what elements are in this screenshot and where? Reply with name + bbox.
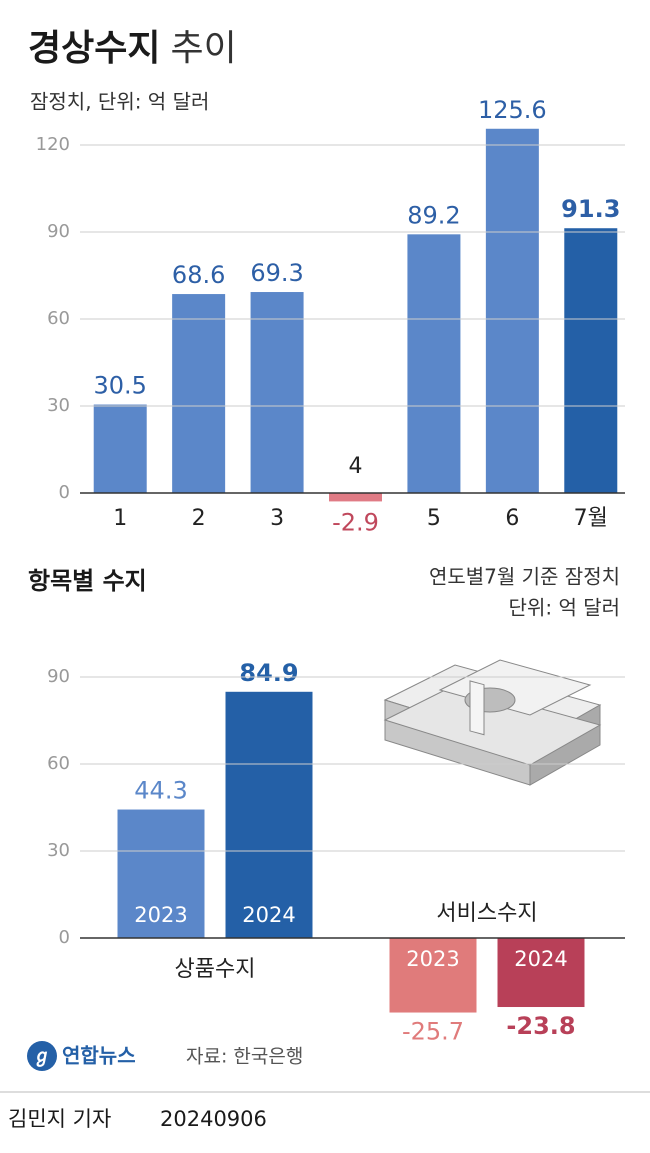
- series-label: 2023: [406, 947, 459, 971]
- value-label: 91.3: [561, 195, 620, 223]
- series-label: 2023: [134, 903, 187, 927]
- value-label: 44.3: [134, 777, 187, 805]
- bar: [497, 938, 585, 1008]
- x-tick-label: 4: [349, 454, 363, 479]
- bar: [329, 493, 382, 502]
- chart-title: 항목별 수지: [28, 567, 147, 595]
- y-tick-label: 30: [47, 395, 70, 416]
- bar: [250, 292, 304, 493]
- x-tick-label: 5: [427, 506, 441, 531]
- x-tick-label: 2: [192, 506, 206, 531]
- x-tick-label: 3: [270, 506, 284, 531]
- x-tick-label: 상품수지: [175, 957, 256, 982]
- x-tick-label: 7월: [574, 506, 608, 531]
- value-label: 69.3: [250, 259, 303, 287]
- y-tick-label: 0: [59, 482, 70, 503]
- chart-title: 경상수지 추이: [28, 28, 237, 69]
- note: 연도별7월 기준 잠정치: [429, 565, 620, 589]
- y-tick-label: 120: [36, 134, 70, 155]
- title-light: 추이: [170, 28, 236, 69]
- unit: 단위: 억 달러: [509, 596, 620, 620]
- series-label: 2024: [514, 947, 567, 971]
- bar: [407, 234, 461, 493]
- logo-glyph: ℊ: [33, 1046, 51, 1068]
- series-label: 2024: [242, 903, 295, 927]
- logo-mark: [27, 1041, 57, 1071]
- bar: [172, 294, 226, 493]
- value-label: 125.6: [478, 96, 547, 124]
- logo: ℊ 연합뉴스: [27, 1041, 136, 1071]
- y-tick-label: 60: [47, 753, 70, 774]
- money-icon: [383, 659, 602, 786]
- value-label: -2.9: [332, 508, 379, 536]
- source: 자료: 한국은행: [186, 1046, 303, 1068]
- title-bold: 경상수지: [28, 28, 160, 69]
- value-label: -23.8: [506, 1012, 575, 1040]
- value-label: 89.2: [407, 201, 460, 229]
- x-tick-label: 6: [505, 506, 519, 531]
- y-tick-label: 0: [59, 927, 70, 948]
- bar: [485, 128, 539, 493]
- bar: [389, 938, 477, 1013]
- value-label: 84.9: [239, 659, 298, 687]
- x-tick-label: 1: [113, 506, 127, 531]
- subtitle: 잠정치, 단위: 억 달러: [30, 90, 209, 114]
- value-label: 68.6: [172, 261, 225, 289]
- x-tick-label: 서비스수지: [436, 901, 537, 926]
- bar: [117, 809, 205, 938]
- y-tick-label: 30: [47, 840, 70, 861]
- y-tick-label: 90: [47, 221, 70, 242]
- bar: [225, 691, 313, 938]
- logo-text: 연합뉴스: [62, 1044, 136, 1068]
- value-label: -25.7: [402, 1018, 464, 1046]
- value-label: 30.5: [93, 372, 146, 400]
- bar: [564, 228, 618, 494]
- bar: [93, 404, 147, 493]
- date: 20240906: [160, 1107, 267, 1131]
- y-tick-label: 60: [47, 308, 70, 329]
- reporter: 김민지 기자: [8, 1107, 111, 1131]
- y-tick-label: 90: [47, 666, 70, 687]
